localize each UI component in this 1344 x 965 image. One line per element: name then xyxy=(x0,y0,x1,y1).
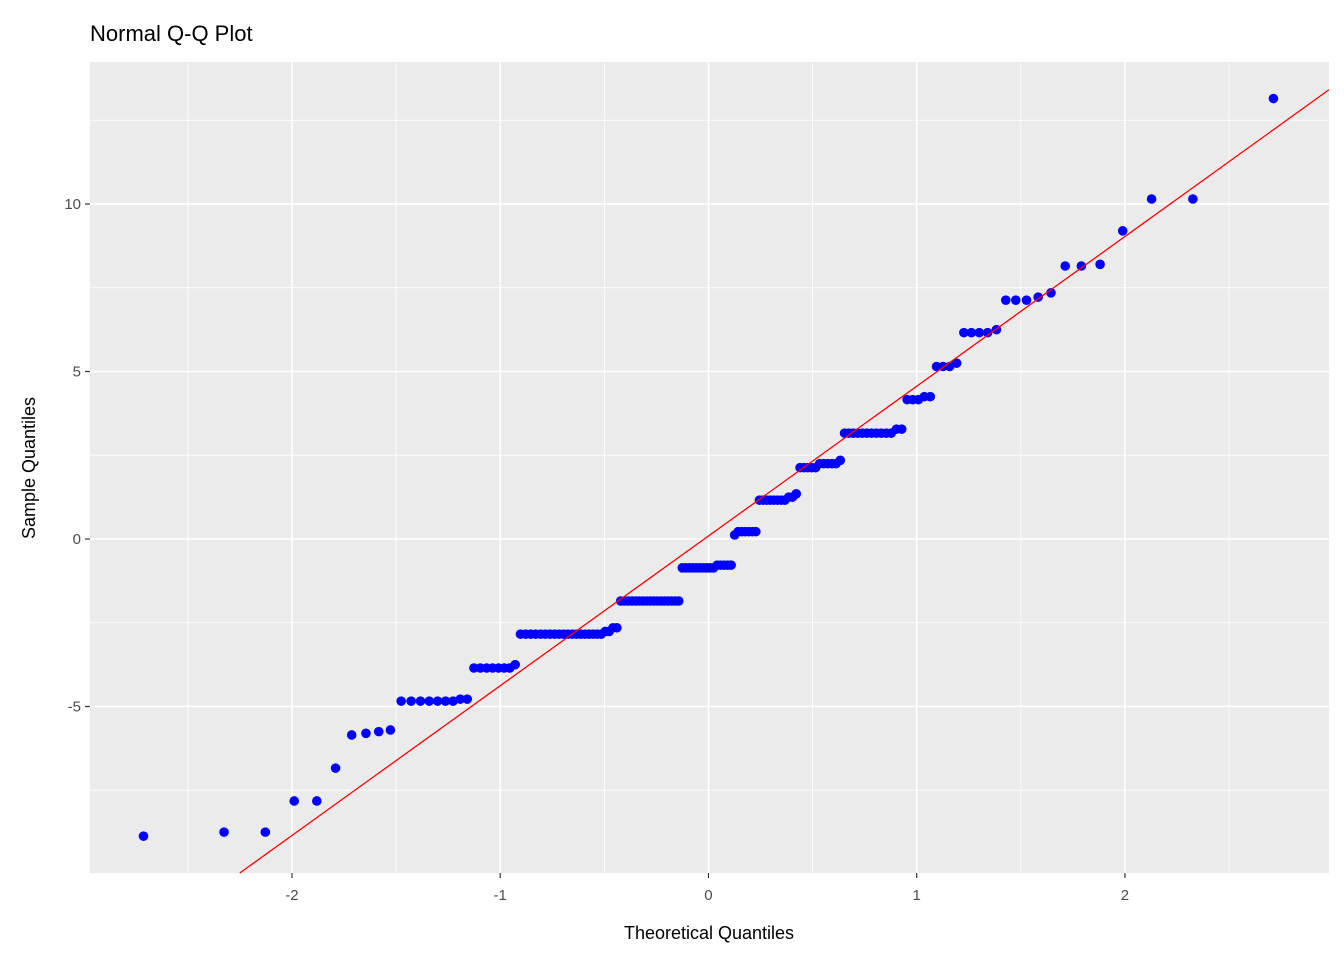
data-point xyxy=(1095,259,1105,270)
data-point xyxy=(1021,295,1032,305)
data-point xyxy=(448,696,458,706)
data-point xyxy=(373,726,384,737)
data-point xyxy=(396,696,406,706)
data-point xyxy=(974,327,985,338)
data-point xyxy=(219,827,229,837)
data-point xyxy=(673,596,684,606)
y-tick-label: 10 xyxy=(64,196,81,213)
y-axis-title: Sample Quantiles xyxy=(19,397,39,539)
data-point xyxy=(925,391,936,402)
plot-panel xyxy=(90,62,1329,873)
data-point xyxy=(260,827,271,837)
x-tick-label: 0 xyxy=(704,887,712,904)
data-point xyxy=(751,526,761,537)
data-point xyxy=(966,327,977,338)
data-point xyxy=(424,696,435,706)
data-point xyxy=(1117,226,1128,236)
reference-line-group xyxy=(239,89,1330,874)
data-point xyxy=(896,424,907,434)
y-tick-label: 0 xyxy=(73,531,81,548)
data-point xyxy=(1000,295,1011,305)
x-tick-label: -1 xyxy=(494,887,507,904)
qq-reference-line xyxy=(239,89,1330,874)
data-point xyxy=(1010,295,1021,305)
data-point xyxy=(330,763,341,773)
y-tick-label: -5 xyxy=(68,699,81,716)
x-tick-label: -2 xyxy=(285,887,298,904)
data-point xyxy=(385,725,396,735)
chart-title: Normal Q-Q Plot xyxy=(90,21,253,46)
grid-lines xyxy=(90,62,1329,873)
data-point xyxy=(959,327,969,338)
data-point xyxy=(1268,93,1279,104)
y-tick-label: 5 xyxy=(73,364,81,381)
data-point xyxy=(1188,194,1198,204)
data-point xyxy=(415,696,426,706)
data-point xyxy=(791,488,802,499)
data-point xyxy=(951,358,962,368)
data-point xyxy=(982,327,993,338)
data-point xyxy=(432,696,443,706)
data-point xyxy=(835,455,846,466)
data-points xyxy=(138,93,1279,841)
data-point xyxy=(1076,261,1087,271)
x-tick-label: 1 xyxy=(913,887,921,904)
x-axis-title: Theoretical Quantiles xyxy=(624,923,794,943)
data-point xyxy=(510,659,520,670)
data-point xyxy=(1046,288,1056,298)
data-point xyxy=(612,622,622,633)
data-point xyxy=(726,560,736,570)
data-point xyxy=(455,694,466,704)
data-point xyxy=(1146,194,1157,204)
data-point xyxy=(406,696,416,706)
data-point xyxy=(440,696,451,706)
data-point xyxy=(361,728,371,739)
data-point xyxy=(312,796,322,806)
x-tick-label: 2 xyxy=(1121,887,1129,904)
data-point xyxy=(1060,261,1071,271)
data-point xyxy=(346,730,357,740)
data-point xyxy=(1033,292,1043,302)
data-point xyxy=(462,694,473,704)
data-point xyxy=(138,831,149,841)
data-point xyxy=(289,796,300,806)
axes: -2 -1 0 1 2 -5 0 5 10 xyxy=(64,196,1129,904)
